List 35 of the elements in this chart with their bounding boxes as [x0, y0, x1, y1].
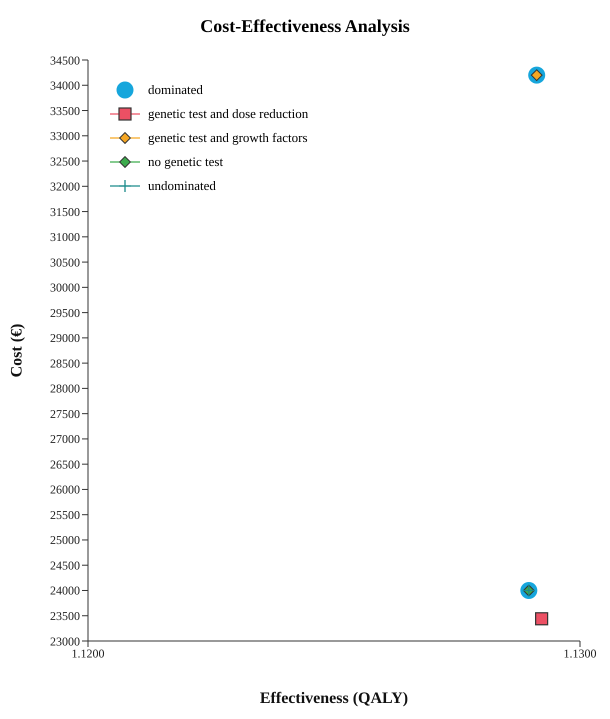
legend-label: undominated [148, 178, 216, 194]
y-tick-label: 28000 [50, 382, 80, 396]
y-tick-label: 26000 [50, 482, 80, 497]
y-tick-label: 29500 [50, 306, 80, 320]
x-tick-label: 1.1300 [564, 646, 596, 661]
y-tick-label: 32500 [50, 154, 80, 168]
y-tick-label: 26500 [50, 457, 80, 472]
y-tick-label: 33000 [50, 129, 80, 144]
y-tick-label: 23500 [50, 609, 80, 623]
chart-title: Cost-Effectiveness Analysis [199, 15, 411, 38]
legend-label: genetic test and dose reduction [148, 106, 308, 122]
y-tick-label: 25500 [50, 508, 80, 522]
y-tick-label: 30500 [50, 255, 80, 270]
y-tick-label: 27000 [50, 432, 80, 446]
legend-label: genetic test and growth factors [148, 130, 308, 146]
y-tick-label: 31000 [50, 230, 80, 244]
legend-label: no genetic test [148, 154, 224, 170]
y-tick-label: 33500 [50, 104, 80, 118]
y-tick-label: 28500 [50, 356, 80, 370]
point [535, 612, 548, 626]
y-axis-title: Cost (€) [8, 324, 26, 378]
y-tick-label: 29000 [50, 331, 80, 346]
y-tick-label: 27500 [50, 406, 80, 421]
legend-label: dominated [148, 82, 203, 98]
y-tick-label: 24000 [50, 584, 80, 598]
x-axis-title: Effectiveness (QALY) [260, 690, 408, 707]
y-tick-label: 24500 [50, 558, 80, 572]
y-tick-label: 34500 [50, 53, 80, 68]
y-tick-label: 30000 [50, 280, 80, 295]
y-tick-label: 32000 [50, 180, 80, 194]
x-tick-label: 1.1200 [72, 646, 104, 661]
y-tick-label: 25000 [50, 533, 80, 548]
y-tick-label: 31500 [50, 204, 80, 219]
y-tick-label: 34000 [50, 78, 80, 93]
y-tick-label: 23000 [50, 634, 80, 648]
